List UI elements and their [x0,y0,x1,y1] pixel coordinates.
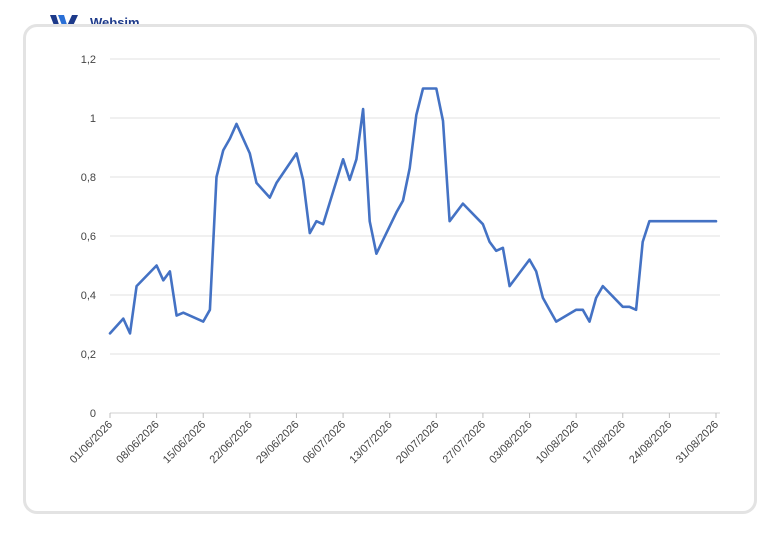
x-tick-label: 08/06/2026 [114,419,161,466]
x-tick-label: 03/08/2026 [487,419,534,466]
x-axis: 01/06/2026 08/06/2026 15/06/2026 22/06/2026… [68,413,721,466]
gridlines [110,58,720,414]
x-tick-label: 22/06/2026 [208,419,255,466]
x-tick-label: 13/07/2026 [347,419,394,466]
line-chart: 0 0,2 0,4 0,6 0,8 1 1,2 01/06/2026 08/06/2026 15… [68,54,721,466]
x-tick-label: 31/08/2026 [674,419,721,466]
y-tick-label: 0,2 [81,349,96,361]
y-tick-label: 1 [90,113,96,125]
chart-card: 0 0,2 0,4 0,6 0,8 1 1,2 01/06/2026 08/06/2026 15… [23,24,757,514]
x-tick-label: 24/08/2026 [627,419,674,466]
x-tick-label: 10/08/2026 [534,419,581,466]
x-tick-label: 27/07/2026 [441,419,488,466]
x-tick-label: 17/08/2026 [580,419,627,466]
x-tick-label: 15/06/2026 [161,419,208,466]
x-tick-label: 20/07/2026 [394,419,441,466]
y-axis: 0 0,2 0,4 0,6 0,8 1 1,2 [81,54,96,420]
x-tick-label: 01/06/2026 [68,419,115,466]
y-tick-label: 1,2 [81,54,96,66]
y-tick-label: 0,6 [81,231,96,243]
y-tick-label: 0,4 [81,290,96,302]
x-tick-label: 29/06/2026 [254,419,301,466]
x-tick-label: 06/07/2026 [301,419,348,466]
y-tick-label: 0 [90,408,96,420]
y-tick-label: 0,8 [81,172,96,184]
plot-area [108,87,718,335]
series-line [108,87,718,335]
